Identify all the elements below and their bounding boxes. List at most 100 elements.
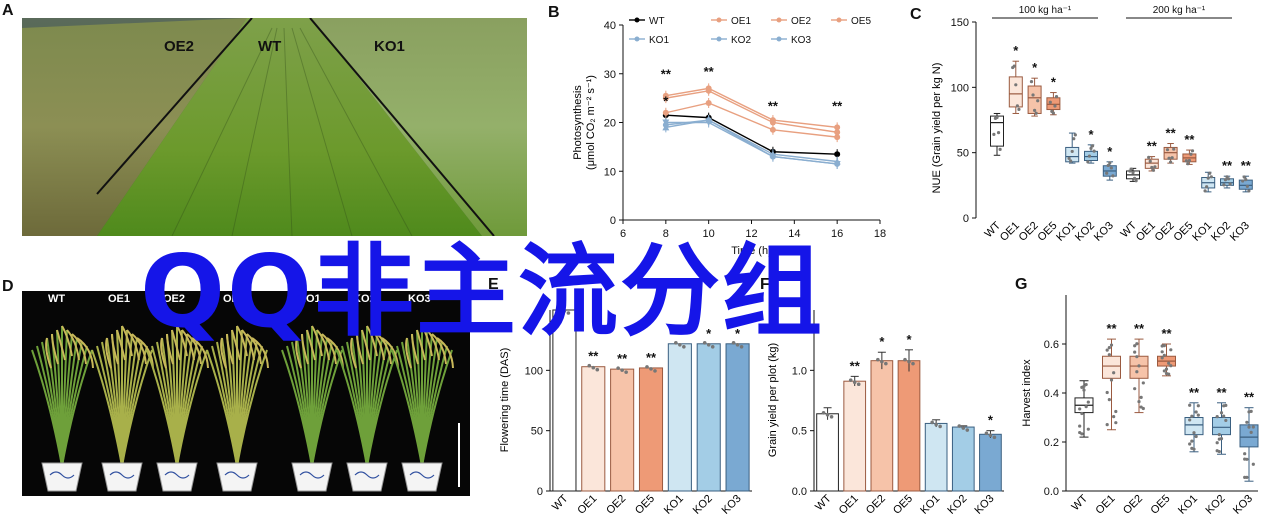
chart-e-point xyxy=(674,340,678,345)
chart-f-point xyxy=(852,380,857,384)
chart-g-harvest-index: 0.0 0.2 0.4 0.6 Harvest index WT ** OE1 ** OE2 ** O… xyxy=(1021,295,1259,517)
chart-b-xtick-label: 10 xyxy=(703,228,715,240)
chart-c-point xyxy=(1067,156,1071,160)
chart-c-point xyxy=(1031,93,1035,97)
chart-e-bar-oe1 xyxy=(581,366,606,492)
chart-f-bar-oe5 xyxy=(897,360,921,492)
chart-g-ytick-label: 0.2 xyxy=(1044,437,1059,449)
panel-label-c: C xyxy=(910,6,922,23)
chart-f-xlabel-wt: WT xyxy=(813,492,834,513)
chart-c-point xyxy=(1106,163,1110,168)
chart-g-point xyxy=(1162,369,1166,373)
chart-f-bar-ko1 xyxy=(924,422,948,492)
chart-g-xlabel-wt: WT xyxy=(1070,492,1091,513)
chart-c-sig: * xyxy=(1032,60,1038,75)
chart-b-point xyxy=(834,151,841,158)
chart-b-legend-ko1: KO1 xyxy=(649,35,669,46)
chart-f-point xyxy=(911,361,915,366)
chart-c-point xyxy=(1111,174,1115,178)
chart-g-sig: ** xyxy=(1244,390,1255,405)
chart-f-point xyxy=(829,414,834,419)
chart-g-point xyxy=(1086,400,1090,404)
chart-g-xlabel-ko1: KO1 xyxy=(1176,493,1200,517)
chart-c-point xyxy=(1086,160,1090,164)
chart-c-point xyxy=(1222,183,1226,187)
chart-g-xlabel-ko3: KO3 xyxy=(1231,493,1255,517)
chart-b-legend-marker xyxy=(836,17,842,23)
chart-c-point xyxy=(1029,80,1034,84)
chart-e-bar-oe5 xyxy=(638,367,664,492)
chart-g-point xyxy=(1217,437,1221,441)
chart-c-point xyxy=(1070,149,1074,154)
chart-e-point xyxy=(739,344,744,349)
chart-b-legend-oe2: OE2 xyxy=(791,16,811,27)
chart-g-box-ko1 xyxy=(1184,417,1204,436)
chart-c-point xyxy=(1208,171,1212,175)
chart-g-point xyxy=(1192,431,1196,435)
chart-g-point xyxy=(1135,342,1139,346)
chart-b-sig: ** xyxy=(832,98,843,113)
chart-b-xtick-label: 8 xyxy=(663,228,669,240)
chart-b-point xyxy=(769,119,776,126)
chart-c-point xyxy=(1223,178,1228,182)
chart-c-point xyxy=(1242,175,1246,179)
photo-label-oe2: OE2 xyxy=(164,38,195,55)
chart-g-point xyxy=(1078,424,1082,428)
panel-label-f: F xyxy=(760,276,770,293)
chart-f-point xyxy=(930,420,934,425)
chart-g-point xyxy=(1194,410,1198,414)
chart-c-point xyxy=(1241,179,1245,183)
chart-f-point xyxy=(992,435,997,440)
chart-f-xlabel-oe5: OE5 xyxy=(891,493,915,517)
chart-g-point xyxy=(1215,441,1219,445)
chart-g-point xyxy=(1224,418,1228,423)
chart-c-box-oe1 xyxy=(1008,76,1023,108)
chart-g-point xyxy=(1188,418,1192,422)
chart-g-point xyxy=(1251,425,1255,429)
chart-b-xtick-label: 16 xyxy=(831,228,843,240)
plant-ko2 xyxy=(336,325,399,492)
plants-photo: WT OE1 OE2 OE5 KO1 KO2 KO3 xyxy=(22,291,470,496)
chart-c-box-ko1 xyxy=(1065,146,1080,163)
chart-g-point xyxy=(1249,430,1253,434)
chart-c-point xyxy=(1169,160,1173,164)
chart-c-sig: * xyxy=(1013,43,1019,58)
plant-label-oe2: OE2 xyxy=(163,293,186,305)
chart-g-point xyxy=(1167,361,1171,365)
panel-label-e: E xyxy=(488,276,499,293)
chart-b-photosynthesis: 0 10 20 30 40 6 8 10 12 14 16 18 Time (h) Photosynthe… xyxy=(572,16,886,257)
chart-c-point xyxy=(1048,100,1052,104)
chart-c-point xyxy=(1012,64,1016,68)
chart-g-box-oe1 xyxy=(1102,355,1121,379)
chart-f-point xyxy=(848,378,853,382)
chart-c-point xyxy=(1184,159,1188,163)
photo-label-wt: WT xyxy=(258,38,282,55)
chart-g-point xyxy=(1114,409,1118,414)
chart-g-point xyxy=(1080,432,1084,436)
chart-b-ytick-label: 20 xyxy=(604,118,616,130)
chart-e-sig: ** xyxy=(646,350,657,365)
chart-f-xlabel-ko1: KO1 xyxy=(918,493,942,517)
chart-b-point xyxy=(662,121,669,128)
chart-b-xtick-label: 6 xyxy=(620,228,626,240)
chart-g-sig: ** xyxy=(1161,326,1172,341)
chart-c-point xyxy=(1134,179,1138,183)
plant-ko3 xyxy=(391,325,454,492)
chart-c-xlabel-ko1: KO1 xyxy=(1190,220,1214,244)
chart-g-point xyxy=(1162,344,1166,348)
chart-g-point xyxy=(1105,348,1109,352)
chart-g-point xyxy=(1243,452,1247,456)
chart-c-point xyxy=(1014,83,1018,87)
watermark-text: QQ非主流分组 xyxy=(140,233,825,350)
chart-b-line-oe5 xyxy=(665,102,838,138)
chart-b-sig: ** xyxy=(661,67,672,82)
chart-f-point xyxy=(984,431,989,436)
chart-c-box-wt xyxy=(990,115,1004,147)
chart-c-xlabel-oe2: OE2 xyxy=(1153,220,1177,244)
chart-g-sig: ** xyxy=(1106,321,1117,336)
chart-f-bar-oe2 xyxy=(870,360,894,492)
chart-c-ytick-label: 150 xyxy=(951,17,969,29)
chart-b-ytick-label: 40 xyxy=(604,20,616,32)
chart-e-point xyxy=(649,367,653,371)
chart-g-point xyxy=(1224,403,1228,407)
